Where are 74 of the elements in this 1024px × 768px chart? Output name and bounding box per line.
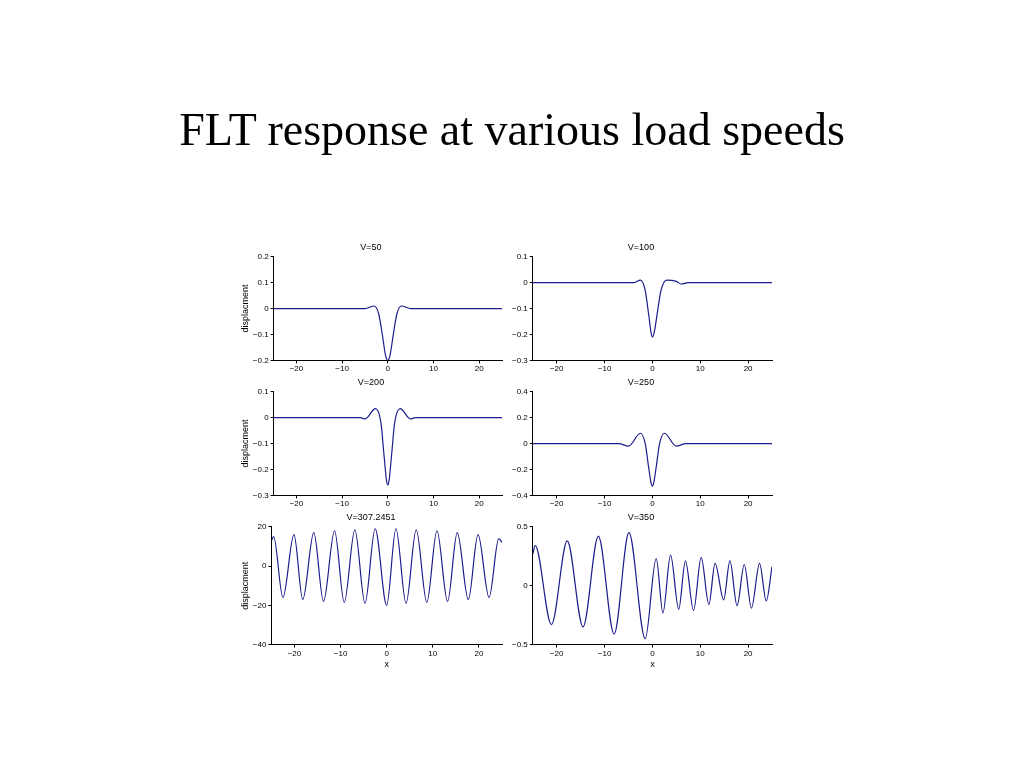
x-tick-label: 10 (429, 364, 439, 374)
x-tick-label: −10 (597, 364, 612, 374)
x-tick-label: 0 (650, 364, 656, 374)
x-tick-label: −20 (287, 648, 302, 658)
x-tick-label: 10 (429, 499, 439, 509)
y-tick-label: 0.1 (257, 277, 270, 287)
x-tick-label: −10 (597, 499, 612, 509)
y-tick-label: −40 (252, 639, 267, 649)
x-tick-label: −10 (335, 364, 350, 374)
y-axis-title: displacment (239, 561, 250, 610)
x-tick-label: −20 (549, 499, 565, 509)
y-tick-label: −0.1 (252, 329, 270, 339)
chart-title: V=250 (627, 376, 655, 387)
x-tick-label: −20 (549, 648, 565, 658)
x-tick-label: −20 (289, 364, 304, 374)
x-tick-label: −10 (335, 499, 350, 509)
x-tick-label: 10 (695, 499, 706, 509)
x-tick-label: 0 (650, 648, 656, 658)
x-tick-label: 0 (384, 648, 390, 658)
chart-title: V=100 (627, 241, 655, 252)
y-tick-label: −0.2 (512, 329, 529, 339)
y-tick-label: 0 (264, 303, 270, 313)
y-tick-label: −0.1 (252, 438, 270, 448)
y-tick-label: 0 (523, 438, 529, 448)
x-tick-label: 0 (385, 364, 391, 374)
x-tick-label: −10 (333, 648, 348, 658)
y-tick-label: −0.4 (512, 490, 529, 500)
y-tick-label: −0.3 (512, 355, 529, 365)
y-tick-label: 0 (264, 412, 270, 422)
y-tick-label: −0.3 (252, 490, 270, 500)
chart-title: V=350 (627, 511, 655, 522)
x-tick-label: 0 (385, 499, 391, 509)
line-series (532, 532, 772, 640)
line-series (532, 279, 772, 338)
x-tick-label: 20 (474, 648, 484, 658)
y-tick-label: 0.1 (257, 387, 270, 396)
x-tick-label: 20 (743, 364, 754, 374)
y-tick-label: −0.2 (512, 464, 529, 474)
x-tick-label: 20 (743, 648, 754, 658)
x-tick-label: −10 (597, 648, 612, 658)
y-axis-title: displacment (239, 419, 250, 468)
chart-title: V=307.2451 (346, 511, 396, 522)
line-series (532, 432, 772, 487)
x-tick-label: −20 (289, 499, 304, 509)
y-tick-label: −20 (252, 600, 267, 610)
text: FLT response at various load speeds (178, 103, 846, 156)
x-tick-label: 0 (650, 499, 656, 509)
y-axis-title: displacment (239, 284, 250, 333)
x-axis-title: x (650, 659, 656, 670)
x-tick-label: 20 (743, 499, 754, 509)
y-tick-label: 0.2 (516, 412, 529, 422)
y-tick-label: −0.5 (512, 639, 529, 649)
line-series (271, 528, 502, 606)
y-tick-label: 0.1 (516, 252, 529, 261)
x-axis-title: x (384, 659, 390, 670)
x-tick-label: 20 (474, 364, 485, 374)
chart-title: V=50 (360, 241, 382, 252)
y-tick-label: 0 (523, 277, 529, 287)
chart-title: V=200 (357, 376, 385, 387)
x-tick-label: 10 (428, 648, 438, 658)
y-tick-label: 0.2 (257, 252, 270, 261)
y-tick-label: −0.2 (252, 355, 270, 365)
y-tick-label: 0 (523, 580, 529, 590)
x-tick-label: 10 (695, 364, 706, 374)
y-tick-label: 20 (257, 522, 267, 531)
y-tick-label: 0 (261, 561, 267, 571)
y-tick-label: 0.4 (516, 387, 529, 396)
y-tick-label: −0.2 (252, 464, 270, 474)
line-series (273, 408, 502, 486)
x-tick-label: 20 (474, 499, 485, 509)
x-tick-label: 10 (695, 648, 706, 658)
x-tick-label: −20 (549, 364, 565, 374)
y-tick-label: 0.5 (516, 522, 529, 531)
y-tick-label: −0.1 (512, 303, 529, 313)
